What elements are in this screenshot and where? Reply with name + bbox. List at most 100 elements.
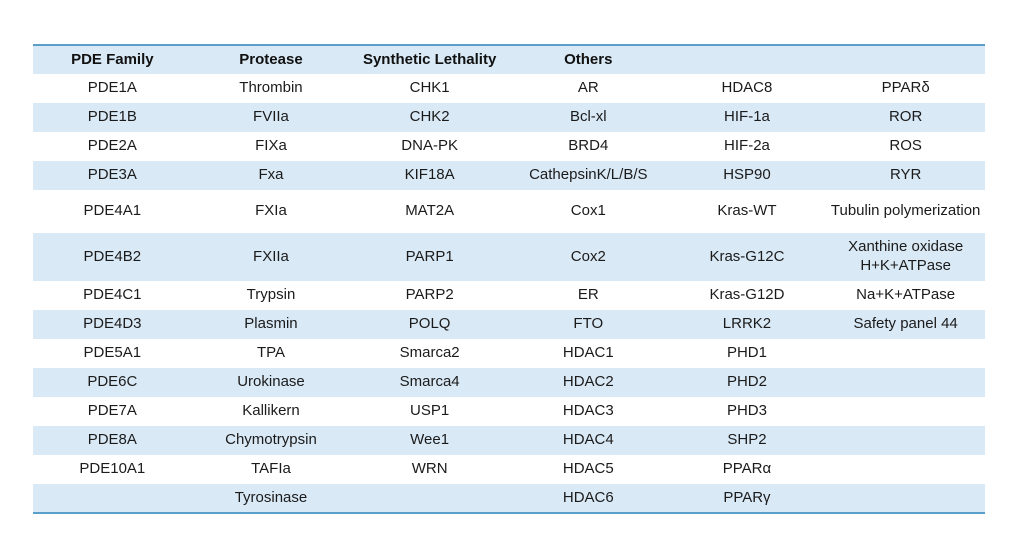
table-cell: Tubulin polymerization: [830, 202, 981, 220]
table-row: PDE1A Thrombin CHK1 AR HDAC8 PPARδ: [33, 74, 985, 103]
table-row: PDE2A FIXa DNA-PK BRD4 HIF-2a ROS: [33, 132, 985, 161]
table-row: PDE8A Chymotrypsin Wee1 HDAC4 SHP2: [33, 426, 985, 455]
table-cell: [350, 484, 509, 513]
table-cell: CHK2: [409, 108, 450, 126]
table-cell: ROS: [889, 137, 922, 155]
table-cell: ER: [577, 286, 599, 304]
table-cell: HSP90: [723, 166, 771, 184]
table-cell: BRD4: [568, 137, 609, 155]
table-cell: [826, 368, 985, 397]
table-cell: Chymotrypsin: [225, 431, 317, 449]
table-cell: HDAC4: [562, 431, 614, 449]
table-cell: PDE5A1: [83, 344, 142, 362]
table-cell: Smarca2: [399, 344, 460, 362]
column-header-empty-2: [826, 45, 985, 74]
table-cell: Urokinase: [237, 373, 305, 391]
table-cell: Kras-G12C: [709, 247, 785, 265]
table-cell: Plasmin: [244, 315, 298, 333]
table-cell: MAT2A: [405, 202, 455, 220]
table-cell: PHD2: [726, 373, 767, 391]
table-cell: [826, 397, 985, 426]
table-cell: HDAC8: [721, 79, 773, 97]
table-cell: PDE4D3: [83, 315, 142, 333]
table-cell: Xanthine oxidase H+K+ATPase: [848, 238, 964, 274]
table-cell: PDE2A: [87, 137, 137, 155]
table-cell: FXIa: [255, 202, 287, 220]
table-cell: PARP1: [405, 247, 454, 265]
table-cell: [826, 339, 985, 368]
table-cell: DNA-PK: [401, 137, 458, 155]
table-cell: HIF-1a: [724, 108, 770, 126]
table-cell: KIF18A: [404, 166, 455, 184]
table-cell: PPARα: [722, 460, 772, 478]
table-cell: PARP2: [405, 286, 454, 304]
table-cell: Wee1: [410, 431, 450, 449]
table-cell: Tyrosinase: [234, 488, 308, 506]
table-cell: Kallikern: [242, 402, 300, 420]
table-cell: PDE1A: [87, 79, 137, 97]
table-cell: FTO: [573, 315, 604, 333]
table-cell: HIF-2a: [724, 137, 770, 155]
column-header-others: Others: [564, 50, 613, 68]
header-row: PDE Family Protease Synthetic Lethality …: [33, 45, 985, 74]
table-cell: PDE4A1: [83, 202, 142, 220]
table-cell: PDE1B: [87, 108, 137, 126]
table-cell: [33, 484, 192, 513]
table-cell: Fxa: [258, 166, 284, 184]
pde-targets-table: PDE Family Protease Synthetic Lethality …: [33, 44, 985, 514]
table-row: PDE10A1 TAFIa WRN HDAC5 PPARα: [33, 455, 985, 484]
table-cell: ROR: [888, 108, 923, 126]
table-cell: PDE6C: [87, 373, 138, 391]
table-cell: [826, 455, 985, 484]
table-cell: CathepsinK/L/B/S: [529, 166, 648, 184]
table-row: Tyrosinase HDAC6 PPARγ: [33, 484, 985, 513]
table-cell: Trypsin: [246, 286, 296, 304]
table-row: PDE4C1 Trypsin PARP2 ER Kras-G12D Na+K+ATPase: [33, 281, 985, 310]
table-cell: [826, 484, 985, 513]
table-row: PDE5A1 TPA Smarca2 HDAC1 PHD1: [33, 339, 985, 368]
column-header-synthetic-lethality: Synthetic Lethality: [362, 50, 497, 68]
table-cell: FVIIa: [253, 108, 289, 126]
table-cell: Na+K+ATPase: [856, 286, 956, 304]
column-header-protease: Protease: [239, 50, 303, 68]
table-cell: HDAC3: [562, 402, 614, 420]
table-cell: PDE10A1: [79, 460, 146, 478]
column-header-empty-1: [668, 45, 827, 74]
table-row: PDE7A Kallikern USP1 HDAC3 PHD3: [33, 397, 985, 426]
table-cell: PPARδ: [881, 79, 930, 97]
table-cell: FIXa: [255, 137, 287, 155]
table-cell: Kras-WT: [717, 202, 777, 220]
table-cell: SHP2: [727, 431, 767, 449]
table-cell: TPA: [256, 344, 286, 362]
table-cell: HDAC1: [562, 344, 614, 362]
table-cell: Kras-G12D: [709, 286, 785, 304]
table-cell: PDE4C1: [83, 286, 142, 304]
table-cell: PHD1: [726, 344, 767, 362]
table-cell: HDAC5: [562, 460, 614, 478]
table-cell: Thrombin: [239, 79, 303, 97]
table-cell: Cox1: [570, 202, 606, 220]
table-cell: HDAC2: [562, 373, 614, 391]
table-cell: PHD3: [726, 402, 767, 420]
table-row: PDE4A1 FXIa MAT2A Cox1 Kras-WT Tubulin polyme…: [33, 190, 985, 233]
table-cell: Bcl-xl: [569, 108, 607, 126]
table-cell: LRRK2: [722, 315, 772, 333]
table-row: PDE6C Urokinase Smarca4 HDAC2 PHD2: [33, 368, 985, 397]
table-cell: USP1: [410, 402, 450, 420]
table-cell: [826, 426, 985, 455]
table-cell: HDAC6: [562, 488, 614, 506]
table-cell: Safety panel 44: [853, 315, 958, 333]
table-cell: CHK1: [409, 79, 450, 97]
table-cell: FXIIa: [253, 247, 289, 265]
table-cell: PDE3A: [87, 166, 137, 184]
table-row: PDE1B FVIIa CHK2 Bcl-xl HIF-1a ROR: [33, 103, 985, 132]
table-cell: TAFIa: [251, 460, 291, 478]
table-row: PDE4D3 Plasmin POLQ FTO LRRK2 Safety panel 44: [33, 310, 985, 339]
table-cell: WRN: [411, 460, 448, 478]
column-header-pde-family: PDE Family: [71, 50, 154, 68]
table-cell: Smarca4: [399, 373, 460, 391]
table-cell: POLQ: [408, 315, 451, 333]
table-cell: PDE7A: [87, 402, 137, 420]
table-cell: PDE4B2: [83, 247, 142, 265]
table-cell: PPARγ: [723, 488, 771, 506]
